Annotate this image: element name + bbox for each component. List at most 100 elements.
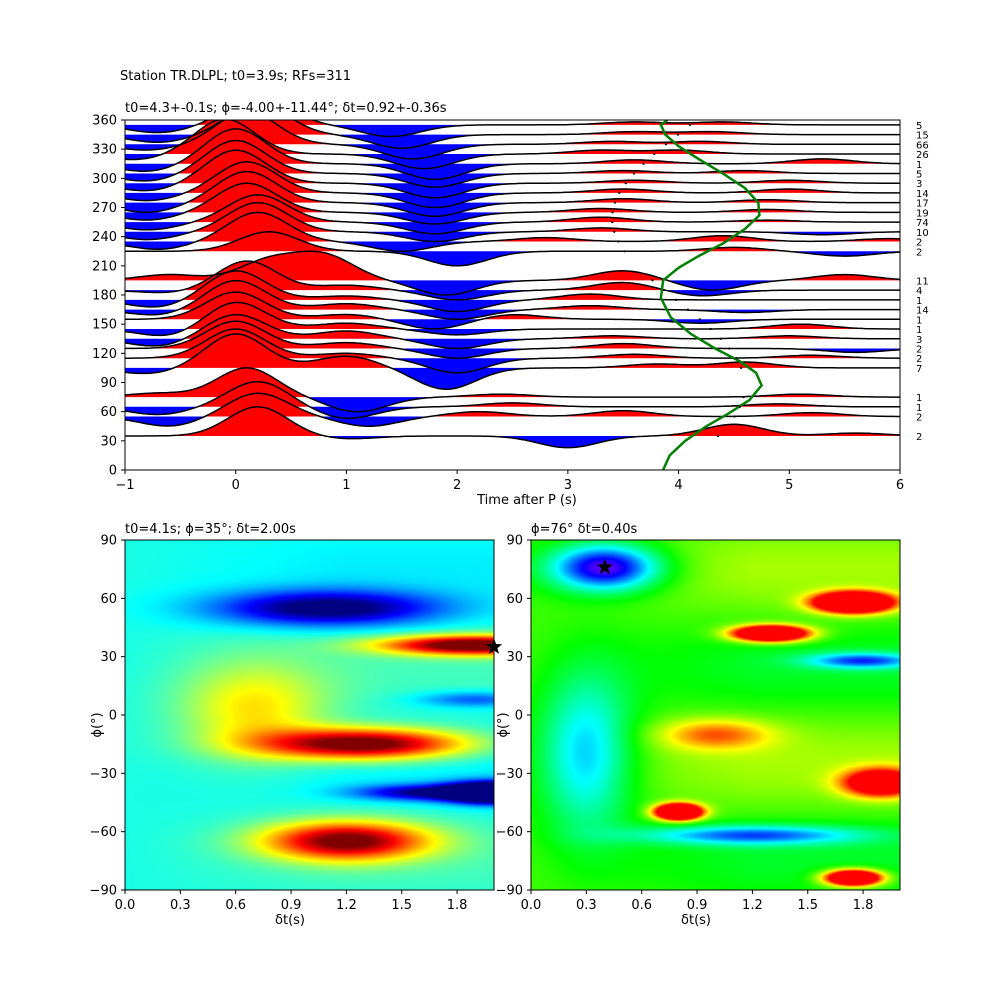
rf-trace-line bbox=[125, 149, 900, 199]
trace-count-label: 14 bbox=[916, 306, 929, 317]
rf-trace-positive-fill bbox=[125, 329, 900, 359]
rf-trace-line bbox=[125, 128, 900, 181]
phase-marker bbox=[664, 143, 668, 146]
grid-left-panel: t0=4.1s; ϕ=35°; δt=2.00s 0.0 0.3 0.6 0.9 1.2… bbox=[90, 522, 503, 928]
rf-trace-positive-fill bbox=[125, 292, 900, 320]
x-tick-label: 4 bbox=[674, 478, 682, 493]
y-tick-label: 30 bbox=[100, 434, 117, 449]
phase-marker bbox=[611, 221, 614, 224]
y-tick-label: 60 bbox=[100, 592, 117, 607]
grid-right-panel: ϕ=76° δt=0.40s 0.0 0.3 0.6 0.9 1.2 1.5 1.8 −90… bbox=[496, 522, 901, 928]
y-tick-label: −60 bbox=[496, 825, 523, 840]
y-tick-label: 30 bbox=[506, 650, 523, 665]
trace-count-label: 1 bbox=[916, 325, 922, 336]
grid-left-y-ticks: −90 −60 −30 0 30 60 90 bbox=[90, 534, 125, 899]
phase-marker bbox=[613, 201, 617, 204]
x-tick-label: 0.0 bbox=[115, 898, 136, 913]
phase-marker bbox=[662, 289, 666, 292]
y-tick-label: 210 bbox=[92, 259, 117, 274]
x-tick-label: 0.3 bbox=[576, 898, 597, 913]
x-tick-label: 1.5 bbox=[797, 898, 818, 913]
phase-marker bbox=[624, 182, 627, 185]
rf-panel: t0=4.3+-0.1s; ϕ=-4.00+-11.44°; δt=0.92+-… bbox=[92, 101, 929, 508]
trace-count-label: 3 bbox=[916, 179, 922, 190]
model-curve-line bbox=[659, 120, 764, 470]
rf-trace-line bbox=[125, 291, 900, 330]
rf-trace-line bbox=[125, 333, 900, 391]
rf-trace-positive-fill bbox=[125, 120, 900, 154]
trace-count-label: 3 bbox=[916, 335, 922, 346]
y-tick-label: 120 bbox=[92, 347, 117, 362]
x-tick-label: 5 bbox=[785, 478, 793, 493]
x-tick-label: 0.6 bbox=[631, 898, 652, 913]
rf-trace-line bbox=[125, 279, 900, 321]
trace-count-label: 7 bbox=[916, 364, 922, 375]
rf-trace-positive-fill bbox=[125, 128, 900, 164]
y-tick-label: 0 bbox=[515, 709, 523, 724]
grid-right-title: ϕ=76° δt=0.40s bbox=[531, 522, 638, 537]
best-solution-star bbox=[596, 558, 613, 575]
rf-trace-line bbox=[125, 270, 900, 313]
x-tick-label: 0.9 bbox=[281, 898, 302, 913]
grid-right-x-ticks: 0.0 0.3 0.6 0.9 1.2 1.5 1.8 bbox=[521, 890, 873, 913]
grid-right-x-label: δt(s) bbox=[681, 913, 711, 928]
x-tick-label: 0.6 bbox=[225, 898, 246, 913]
x-tick-label: −1 bbox=[115, 478, 134, 493]
rf-panel-title: t0=4.3+-0.1s; ϕ=-4.00+-11.44°; δt=0.92+-… bbox=[125, 101, 447, 116]
phase-marker bbox=[618, 191, 621, 194]
grid-right-y-label: ϕ(°) bbox=[496, 712, 511, 737]
phase-markers bbox=[611, 123, 745, 438]
y-tick-label: 60 bbox=[100, 405, 117, 420]
rf-trace-line bbox=[125, 201, 900, 243]
rf-trace-negative-fill bbox=[125, 406, 900, 419]
phase-marker bbox=[719, 337, 722, 340]
phase-marker bbox=[613, 230, 616, 233]
rf-trace-line bbox=[125, 139, 900, 188]
rf-trace-positive-fill bbox=[125, 251, 900, 281]
rf-trace-positive-fill bbox=[125, 231, 900, 252]
rf-trace-line bbox=[125, 406, 900, 449]
phase-marker bbox=[686, 308, 690, 311]
y-tick-label: 270 bbox=[92, 201, 117, 216]
x-tick-label: 1.2 bbox=[336, 898, 357, 913]
trace-count-label: 2 bbox=[916, 413, 922, 424]
y-tick-label: 90 bbox=[100, 376, 117, 391]
rf-trace-positive-fill bbox=[125, 150, 900, 184]
trace-count-label: 2 bbox=[916, 247, 922, 258]
rf-trace-line bbox=[125, 367, 900, 413]
y-tick-label: 330 bbox=[92, 143, 117, 158]
phase-marker bbox=[733, 415, 736, 418]
phase-marker bbox=[617, 240, 620, 243]
y-tick-label: 300 bbox=[92, 172, 117, 187]
rf-x-ticks: −1 0 1 2 3 4 5 6 bbox=[115, 470, 904, 493]
rf-trace-line bbox=[125, 250, 900, 296]
grid-left-y-label: ϕ(°) bbox=[90, 712, 105, 737]
y-tick-label: 30 bbox=[100, 650, 117, 665]
grid-left-x-label: δt(s) bbox=[275, 913, 305, 928]
rf-trace-positive-fill bbox=[125, 280, 900, 310]
trace-count-label: 19 bbox=[916, 208, 929, 219]
rf-trace-positive-fill bbox=[125, 321, 900, 349]
rf-trace-line bbox=[125, 392, 900, 427]
phase-marker bbox=[735, 357, 738, 360]
rf-trace-negative-fill bbox=[125, 251, 900, 266]
trace-count-label: 2 bbox=[916, 432, 922, 443]
x-tick-label: 1.5 bbox=[391, 898, 412, 913]
trace-count-label: 5 bbox=[916, 121, 922, 132]
rf-trace-line bbox=[125, 231, 900, 267]
rf-trace-negative-fill bbox=[125, 231, 900, 242]
trace-count-label: 1 bbox=[916, 393, 922, 404]
y-tick-label: 360 bbox=[92, 114, 117, 129]
x-tick-label: 3 bbox=[564, 478, 572, 493]
rf-trace-line bbox=[125, 320, 900, 359]
phase-marker bbox=[611, 211, 614, 214]
rf-trace-line bbox=[125, 313, 900, 350]
y-tick-label: 180 bbox=[92, 289, 117, 304]
rf-trace-line bbox=[125, 120, 900, 149]
rf-trace-line bbox=[125, 120, 900, 160]
grid-left-x-ticks: 0.0 0.3 0.6 0.9 1.2 1.5 1.8 bbox=[115, 890, 467, 913]
phase-marker bbox=[716, 434, 720, 438]
phase-marker bbox=[709, 327, 712, 331]
